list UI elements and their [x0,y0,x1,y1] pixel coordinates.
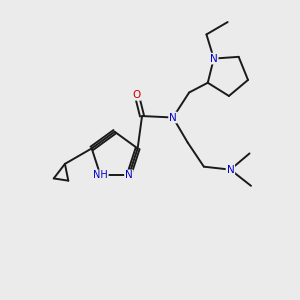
Text: O: O [133,90,141,100]
Text: N: N [125,170,133,180]
Text: NH: NH [93,170,108,180]
Text: N: N [210,54,218,64]
Text: N: N [226,165,234,175]
Text: N: N [169,112,177,122]
